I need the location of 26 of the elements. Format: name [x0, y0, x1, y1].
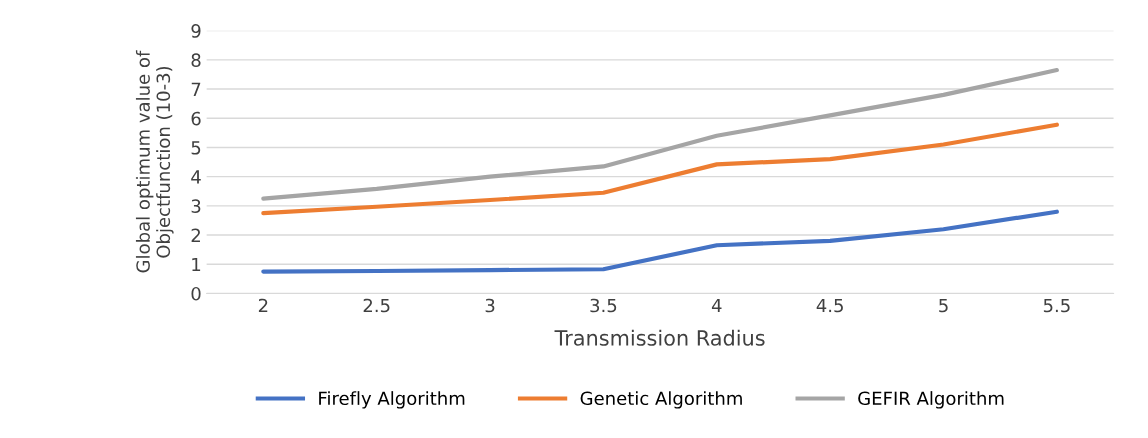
- x-tick-label: 5: [939, 298, 948, 313]
- y-tick-label: 8: [191, 53, 201, 67]
- y-tick-label: 4: [191, 170, 201, 184]
- x-tick-label: 2.5: [363, 298, 390, 313]
- y-tick-label: 1: [192, 257, 201, 272]
- legend-label: GEFIR Algorithm: [858, 391, 1004, 409]
- line-series: [261, 209, 1059, 274]
- y-axis-title: Global optimum value of Objectfunction (10-3): [135, 50, 174, 273]
- y-tick-label: 7: [191, 82, 201, 96]
- y-tick-label: 2: [191, 228, 200, 242]
- x-tick-label: 4.5: [816, 298, 843, 313]
- x-tick-label: 3.5: [590, 298, 617, 313]
- x-tick-label: 5.5: [1043, 298, 1070, 313]
- legend-label: Firefly Algorithm: [319, 391, 465, 409]
- x-tick-label: 2: [258, 298, 268, 313]
- legend-label: Genetic Algorithm: [580, 391, 742, 409]
- y-tick-label: 3: [191, 199, 201, 213]
- y-tick-label: 0: [191, 286, 201, 301]
- y-tick-label: 5: [191, 141, 201, 155]
- x-axis-title: Transmission Radius: [554, 329, 765, 346]
- x-tick-label: 3: [485, 298, 495, 313]
- line-series: [261, 122, 1059, 216]
- line-series: [261, 67, 1059, 201]
- x-tick-label: 4: [711, 298, 722, 313]
- y-tick-label: 6: [191, 111, 201, 126]
- y-tick-label: 9: [191, 24, 201, 38]
